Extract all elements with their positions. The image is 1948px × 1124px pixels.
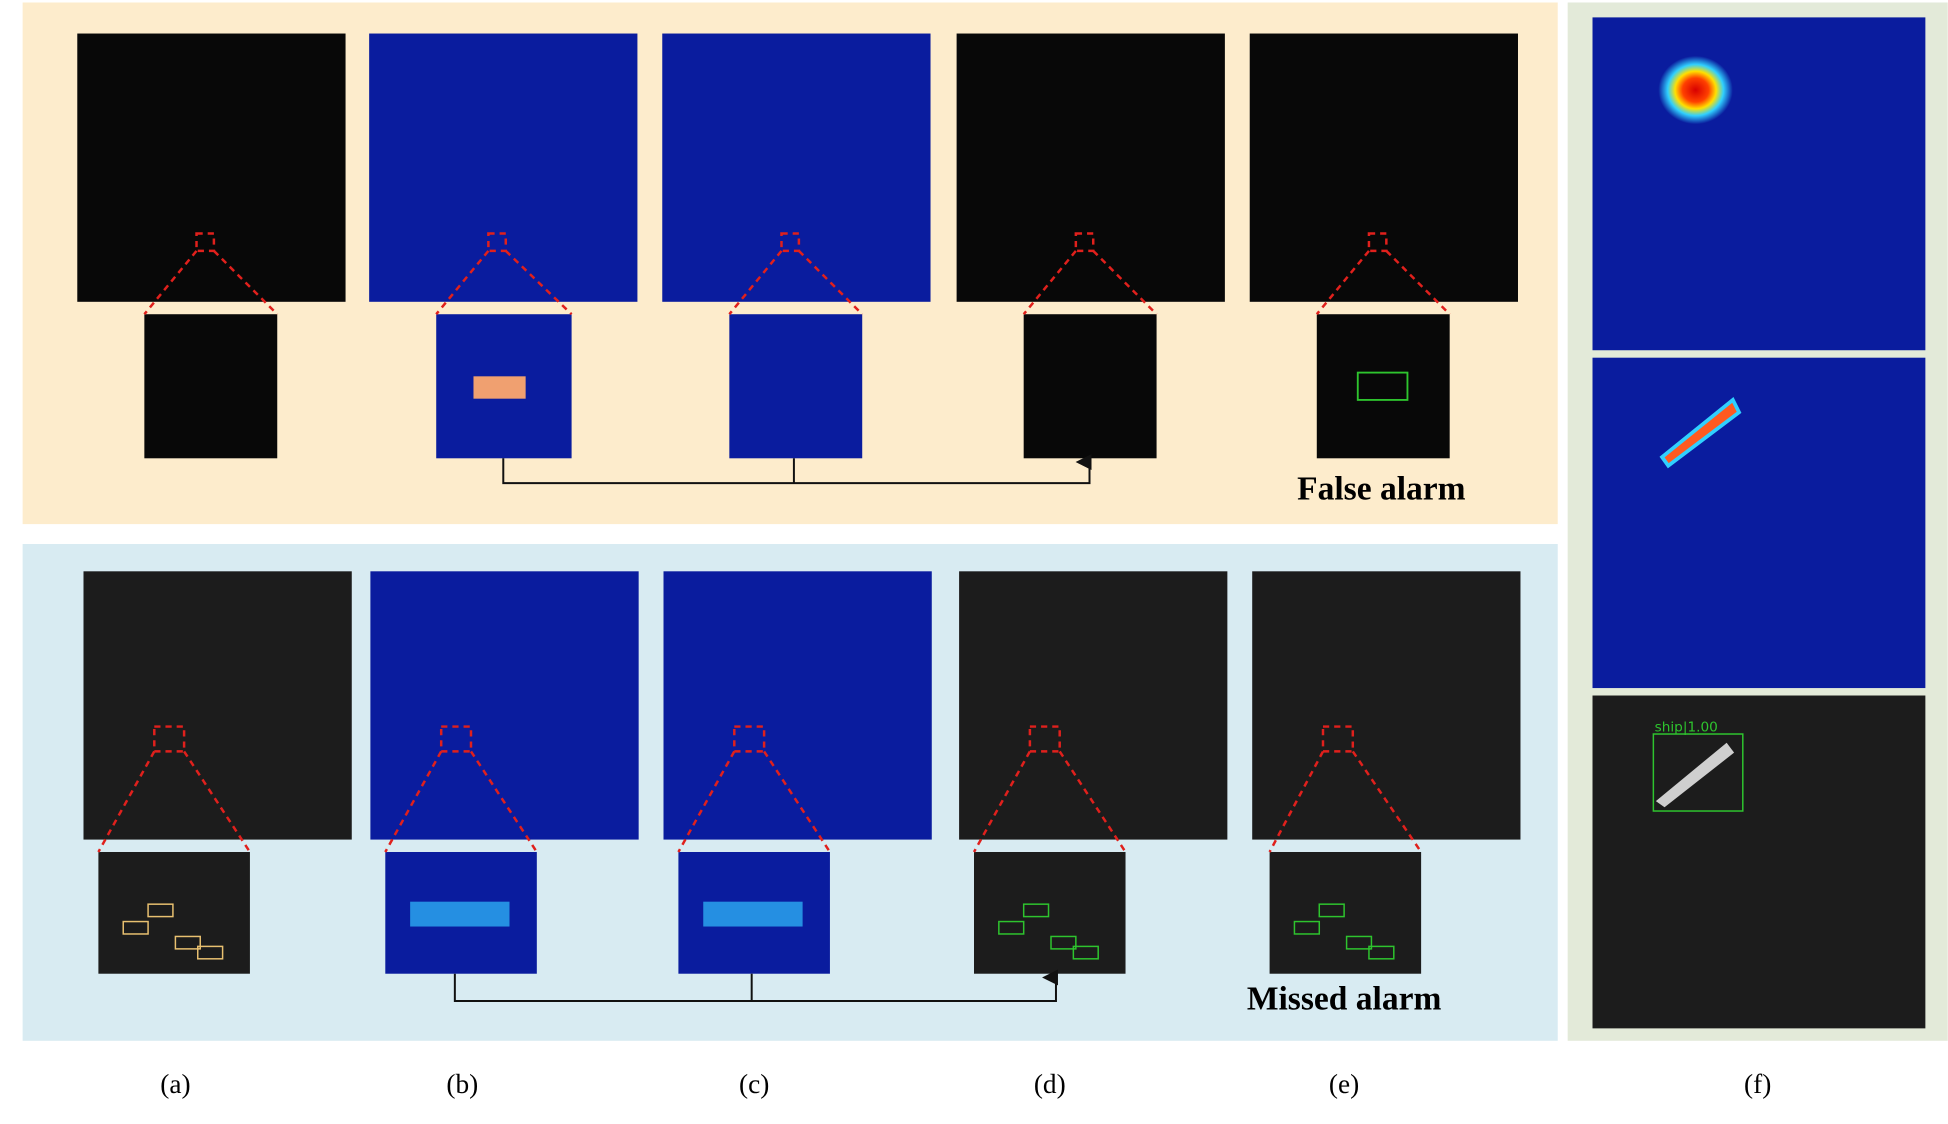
detection-box [122, 920, 149, 935]
detection-box [1293, 920, 1321, 935]
detection-box [1356, 371, 1409, 401]
detection-label: ship|1.00 [1655, 720, 1718, 736]
missed-alarm-label: Missed alarm [1247, 981, 1442, 1018]
zoom-line [1268, 750, 1423, 853]
zoom-image [974, 852, 1126, 974]
heat-spot [703, 901, 803, 927]
image [370, 571, 639, 840]
zoom-line [384, 750, 538, 853]
image [1252, 571, 1521, 840]
heat-spot [473, 376, 526, 399]
false-alarm-label: False alarm [1297, 470, 1466, 507]
caption: (d) [1034, 1069, 1066, 1099]
caption: (c) [739, 1069, 769, 1099]
zoom-line [1022, 250, 1158, 316]
zoom-image [1023, 314, 1157, 459]
zoom-box [1074, 232, 1095, 253]
caption: (e) [1329, 1069, 1359, 1099]
zoom-box [195, 232, 216, 253]
image [369, 33, 638, 302]
zoom-box [439, 725, 473, 753]
zoom-line [728, 250, 864, 316]
zoom-image [144, 314, 278, 459]
zoom-box [487, 232, 508, 253]
detection-box [197, 945, 224, 960]
heatmap [1592, 17, 1926, 351]
detection-box [1022, 903, 1050, 918]
image [83, 571, 352, 840]
zoom-box [1367, 232, 1388, 253]
image [663, 571, 932, 840]
zoom-image [98, 852, 250, 974]
image-group [77, 33, 1521, 974]
connector [453, 969, 1058, 1003]
zoom-box [1321, 725, 1355, 753]
detection-box [147, 903, 174, 918]
zoom-line [972, 750, 1127, 853]
zoom-box [1028, 725, 1061, 753]
zoom-line [677, 750, 831, 853]
detection-box [1050, 935, 1077, 950]
caption: (f) [1744, 1069, 1771, 1099]
image [959, 571, 1228, 840]
detection-box [998, 920, 1025, 935]
zoom-box [780, 232, 801, 253]
detection-box [174, 935, 201, 950]
connector [502, 454, 1092, 485]
detection-box [1345, 935, 1373, 950]
detection-box [1368, 945, 1395, 960]
zoom-line [1315, 250, 1451, 316]
image [77, 33, 346, 302]
zoom-box [153, 725, 186, 753]
caption: (a) [160, 1069, 190, 1099]
zoom-box [733, 725, 766, 753]
heatmap [1592, 357, 1926, 689]
zoom-line [435, 249, 573, 316]
detection-box [1072, 945, 1099, 960]
zoom-line [97, 750, 251, 853]
zoom-image [729, 314, 863, 459]
detection-box [1318, 903, 1345, 918]
image [662, 33, 931, 302]
image [1249, 33, 1518, 302]
image [956, 33, 1225, 302]
caption: (b) [446, 1069, 478, 1099]
heat-spot [410, 901, 510, 927]
zoom-line [143, 250, 279, 316]
sar-image [1592, 695, 1926, 1029]
zoom-image [1316, 314, 1450, 459]
ship [1655, 742, 1735, 808]
heat-blob [1658, 55, 1733, 125]
detection-box [1652, 733, 1744, 812]
zoom-image [1269, 852, 1422, 974]
heat-blob [1659, 397, 1742, 469]
